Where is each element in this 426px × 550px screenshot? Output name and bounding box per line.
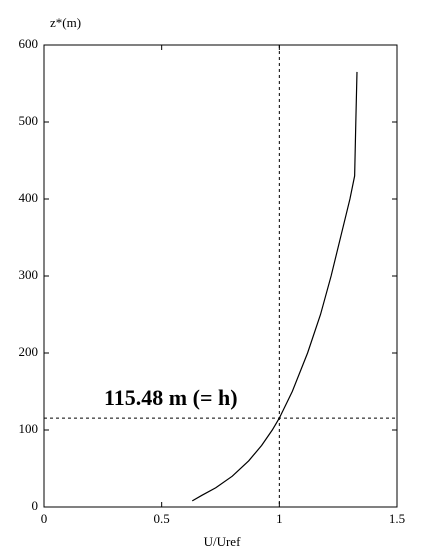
y-tick-label: 100 bbox=[19, 421, 39, 436]
y-tick-label: 200 bbox=[19, 344, 39, 359]
y-tick-label: 500 bbox=[19, 113, 39, 128]
annotation: 115.48 m (= h) bbox=[104, 385, 238, 410]
y-tick-label: 300 bbox=[19, 267, 39, 282]
x-tick-label: 1.5 bbox=[389, 511, 405, 526]
y-tick-label: 600 bbox=[19, 36, 39, 51]
plot-frame bbox=[43, 44, 398, 508]
profile-line bbox=[191, 71, 358, 502]
x-tick-label: 1 bbox=[276, 511, 283, 526]
y-tick-label: 400 bbox=[19, 190, 39, 205]
y-tick-label: 0 bbox=[32, 498, 39, 513]
x-axis-label: U/Uref bbox=[204, 534, 241, 549]
x-tick-label: 0.5 bbox=[154, 511, 170, 526]
x-tick-label: 0 bbox=[41, 511, 48, 526]
y-axis-label: z*(m) bbox=[50, 15, 81, 30]
